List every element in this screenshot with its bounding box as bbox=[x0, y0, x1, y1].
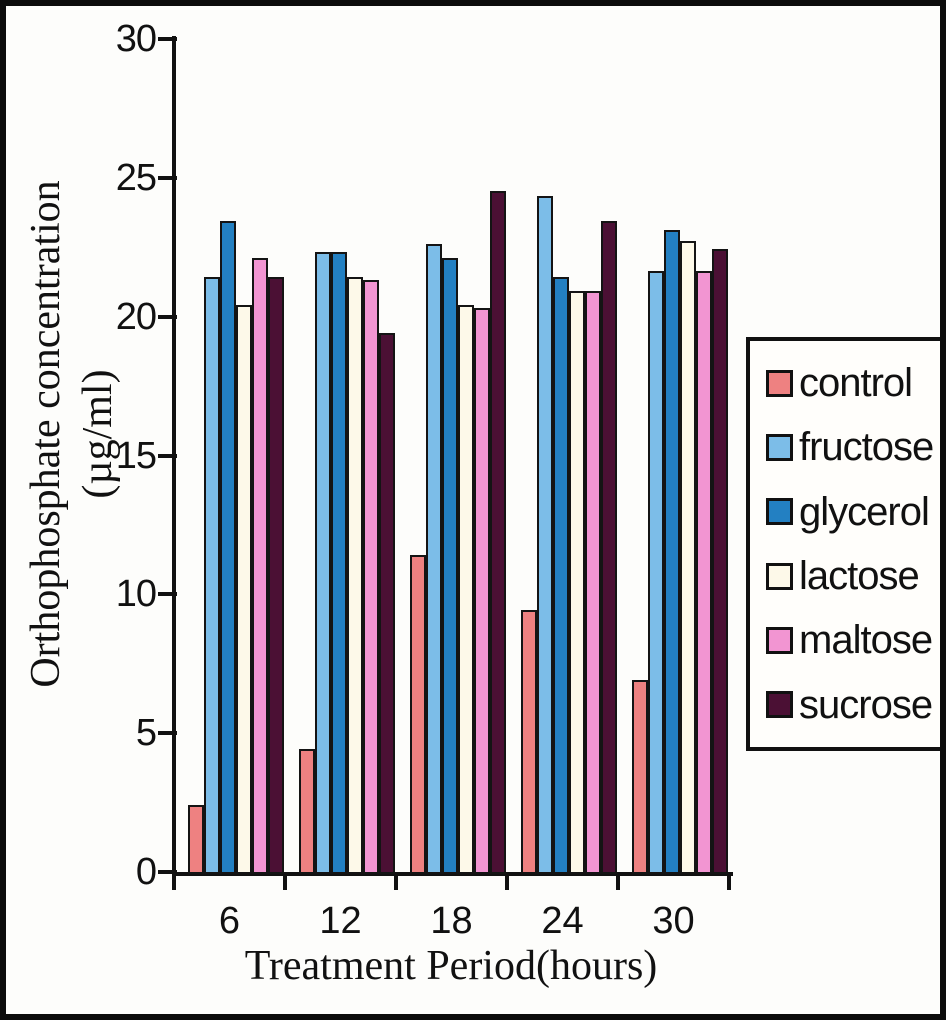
legend-label-sucrose: sucrose bbox=[799, 682, 933, 727]
legend-item-sucrose: sucrose bbox=[766, 682, 940, 727]
bar-lactose-30h bbox=[680, 241, 696, 874]
legend-swatch-maltose bbox=[766, 626, 793, 654]
bar-control-30h bbox=[632, 680, 648, 874]
bar-glycerol-30h bbox=[664, 230, 680, 874]
y-axis-tick bbox=[158, 453, 177, 458]
x-axis-tick-label: 6 bbox=[218, 900, 241, 942]
bar-lactose-18h bbox=[458, 305, 474, 874]
bar-sucrose-18h bbox=[490, 191, 506, 874]
x-axis-tick bbox=[172, 872, 176, 890]
x-axis-tick-label: 18 bbox=[430, 900, 473, 942]
bar-sucrose-12h bbox=[379, 333, 395, 874]
bar-glycerol-24h bbox=[553, 277, 569, 874]
x-axis-tick bbox=[394, 872, 398, 890]
y-axis-title-line1: Orthophosphate concentration bbox=[22, 180, 69, 688]
legend-label-lactose: lactose bbox=[799, 554, 920, 599]
x-axis-tick bbox=[616, 872, 620, 890]
bar-maltose-24h bbox=[585, 291, 601, 874]
y-axis-tick-label: 10 bbox=[115, 573, 157, 616]
y-axis-tick-label: 5 bbox=[135, 712, 157, 755]
bar-fructose-18h bbox=[426, 244, 442, 874]
x-axis-tick bbox=[283, 872, 287, 890]
bar-fructose-24h bbox=[537, 196, 553, 874]
y-axis-tick bbox=[158, 731, 177, 736]
bar-control-24h bbox=[521, 610, 537, 874]
legend-label-fructose: fructose bbox=[799, 425, 934, 470]
legend-item-glycerol: glycerol bbox=[766, 489, 940, 534]
legend-swatch-sucrose bbox=[766, 691, 793, 719]
x-axis-title: Treatment Period(hours) bbox=[244, 943, 658, 989]
x-axis-tick-label: 12 bbox=[319, 900, 362, 942]
bar-sucrose-30h bbox=[712, 249, 728, 874]
legend-swatch-lactose bbox=[766, 562, 793, 590]
legend-swatch-glycerol bbox=[766, 498, 793, 526]
legend-item-control: control bbox=[766, 361, 940, 406]
x-axis-tick bbox=[505, 872, 509, 890]
bar-maltose-18h bbox=[474, 308, 490, 874]
bar-maltose-12h bbox=[363, 280, 379, 874]
x-axis-tick-label: 30 bbox=[652, 900, 695, 942]
legend-box: control fructose glycerol lactose maltose suc… bbox=[746, 337, 940, 751]
y-axis-tick bbox=[158, 314, 177, 319]
y-axis-tick bbox=[158, 870, 177, 874]
legend-item-lactose: lactose bbox=[766, 554, 940, 599]
bar-lactose-12h bbox=[347, 277, 363, 874]
legend-item-fructose: fructose bbox=[766, 425, 940, 470]
bar-lactose-6h bbox=[236, 305, 252, 874]
y-axis-tick-label: 25 bbox=[115, 156, 157, 199]
bar-control-12h bbox=[299, 749, 315, 874]
y-axis-tick-label: 30 bbox=[115, 18, 157, 60]
bar-sucrose-24h bbox=[601, 221, 617, 874]
bar-fructose-6h bbox=[204, 277, 220, 874]
x-axis-tick-label: 24 bbox=[541, 900, 584, 942]
bar-control-18h bbox=[410, 555, 426, 874]
legend-item-maltose: maltose bbox=[766, 618, 940, 663]
bar-maltose-6h bbox=[252, 258, 268, 874]
bar-glycerol-6h bbox=[220, 221, 236, 874]
bar-sucrose-6h bbox=[268, 277, 284, 874]
bar-fructose-12h bbox=[315, 252, 331, 874]
y-axis-tick bbox=[158, 175, 177, 180]
legend-swatch-control bbox=[766, 369, 793, 397]
x-axis-tick bbox=[727, 872, 731, 890]
y-axis-tick-label: 20 bbox=[115, 295, 157, 338]
y-axis-tick bbox=[158, 37, 177, 41]
legend-label-control: control bbox=[799, 361, 913, 406]
y-axis-tick-label: 15 bbox=[115, 434, 157, 477]
bar-glycerol-12h bbox=[331, 252, 347, 874]
x-axis-line bbox=[172, 872, 733, 876]
legend-label-glycerol: glycerol bbox=[799, 489, 930, 534]
bar-lactose-24h bbox=[569, 291, 585, 874]
legend-label-maltose: maltose bbox=[799, 618, 933, 663]
y-axis-tick bbox=[158, 592, 177, 597]
bar-control-6h bbox=[188, 805, 204, 874]
bar-fructose-30h bbox=[648, 271, 664, 874]
bar-maltose-30h bbox=[696, 271, 712, 874]
legend-swatch-fructose bbox=[766, 433, 793, 461]
y-axis-tick-label: 0 bbox=[135, 851, 157, 893]
bar-glycerol-18h bbox=[442, 258, 458, 874]
